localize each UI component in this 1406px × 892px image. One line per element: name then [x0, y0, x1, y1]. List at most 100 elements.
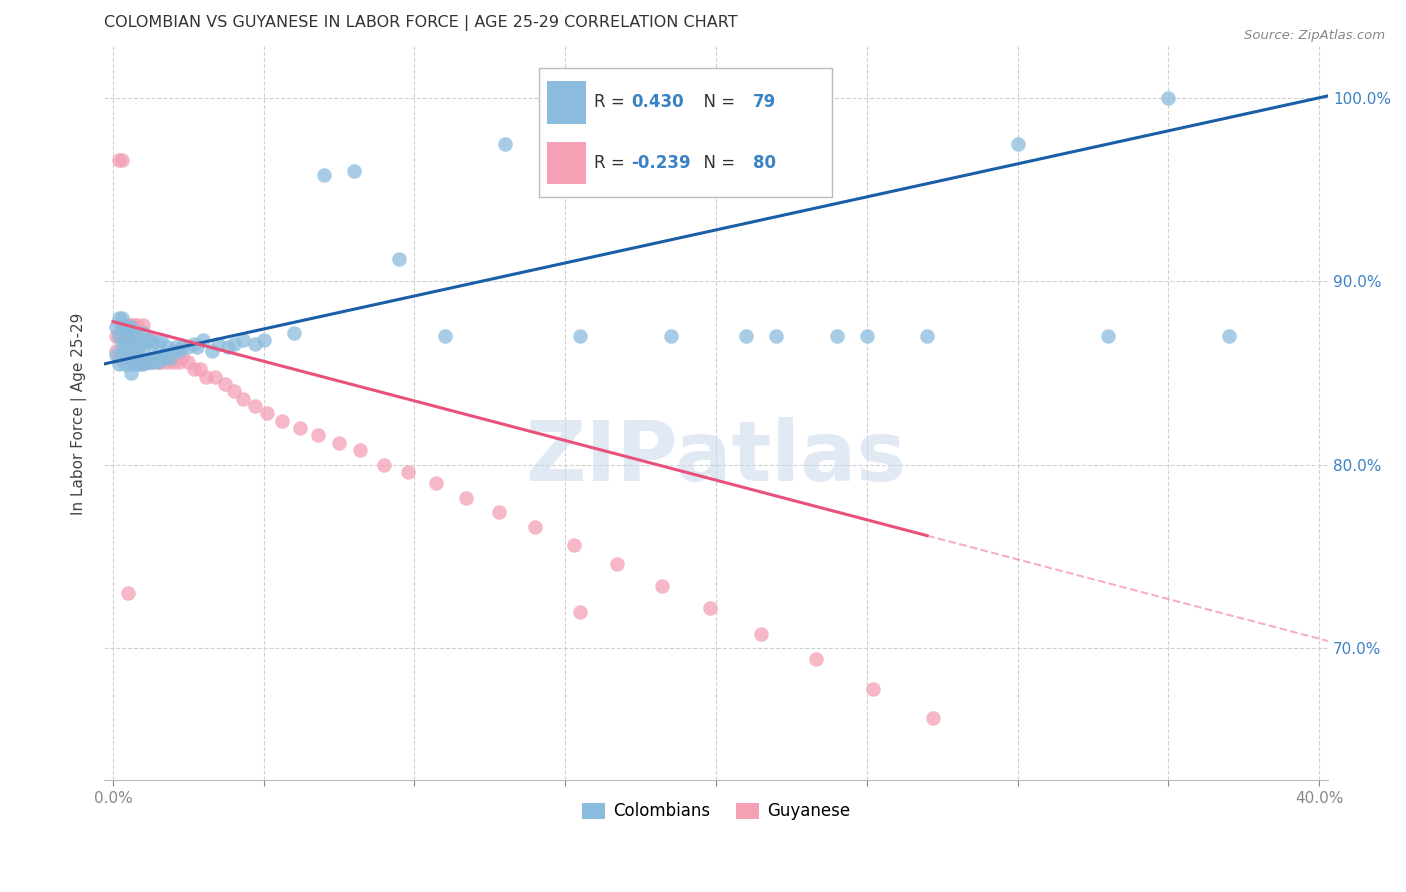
Guyanese: [108, 351, 131, 366]
Colombians: [630, 168, 652, 182]
Guyanese: [488, 505, 510, 519]
Guyanese: [129, 355, 152, 369]
Colombians: [253, 333, 276, 347]
Guyanese: [117, 351, 139, 366]
Guyanese: [190, 362, 212, 376]
Colombians: [165, 340, 187, 354]
Colombians: [111, 338, 134, 352]
Guyanese: [328, 435, 350, 450]
Colombians: [120, 366, 142, 380]
Guyanese: [108, 329, 131, 343]
Guyanese: [135, 333, 157, 347]
Guyanese: [922, 711, 945, 725]
Guyanese: [195, 369, 218, 384]
Colombians: [117, 348, 139, 362]
Guyanese: [132, 333, 155, 347]
Colombians: [312, 168, 335, 182]
Colombians: [129, 338, 152, 352]
Guyanese: [256, 406, 278, 420]
Guyanese: [183, 362, 205, 376]
Colombians: [148, 336, 170, 351]
Colombians: [120, 333, 142, 347]
Colombians: [104, 320, 127, 334]
Colombians: [343, 164, 366, 178]
Colombians: [141, 336, 163, 351]
Guyanese: [129, 333, 152, 347]
Guyanese: [138, 355, 160, 369]
Guyanese: [270, 414, 292, 428]
Guyanese: [132, 355, 155, 369]
Guyanese: [108, 153, 131, 168]
Y-axis label: In Labor Force | Age 25-29: In Labor Force | Age 25-29: [72, 312, 87, 515]
Colombians: [108, 329, 131, 343]
Colombians: [135, 333, 157, 347]
Colombians: [183, 336, 205, 351]
Colombians: [150, 333, 173, 347]
Colombians: [122, 342, 145, 356]
Colombians: [1218, 329, 1240, 343]
Colombians: [156, 340, 179, 354]
Colombians: [569, 329, 592, 343]
Colombians: [494, 136, 516, 151]
Guyanese: [177, 355, 200, 369]
Colombians: [915, 329, 938, 343]
Colombians: [122, 357, 145, 371]
Colombians: [138, 333, 160, 347]
Guyanese: [243, 399, 266, 413]
Colombians: [111, 320, 134, 334]
Guyanese: [122, 351, 145, 366]
Colombians: [283, 326, 305, 340]
Colombians: [388, 252, 411, 267]
Colombians: [765, 329, 787, 343]
Guyanese: [120, 351, 142, 366]
Guyanese: [111, 329, 134, 343]
Colombians: [132, 343, 155, 358]
Guyanese: [104, 329, 127, 343]
Guyanese: [117, 318, 139, 333]
Guyanese: [143, 351, 166, 366]
Guyanese: [288, 421, 311, 435]
Colombians: [125, 357, 148, 371]
Guyanese: [141, 333, 163, 347]
Colombians: [186, 340, 208, 354]
Colombians: [825, 329, 848, 343]
Colombians: [114, 320, 136, 334]
Guyanese: [111, 153, 134, 168]
Legend: Colombians, Guyanese: Colombians, Guyanese: [575, 796, 858, 827]
Colombians: [129, 357, 152, 371]
Guyanese: [153, 348, 176, 362]
Guyanese: [111, 318, 134, 333]
Guyanese: [156, 355, 179, 369]
Colombians: [111, 348, 134, 362]
Text: ZIPatlas: ZIPatlas: [526, 417, 907, 498]
Guyanese: [114, 333, 136, 347]
Guyanese: [454, 491, 477, 505]
Colombians: [111, 310, 134, 325]
Guyanese: [169, 355, 191, 369]
Guyanese: [651, 579, 673, 593]
Colombians: [132, 326, 155, 340]
Colombians: [735, 329, 758, 343]
Guyanese: [120, 329, 142, 343]
Guyanese: [699, 600, 721, 615]
Guyanese: [804, 652, 827, 666]
Guyanese: [122, 329, 145, 343]
Guyanese: [138, 333, 160, 347]
Guyanese: [162, 355, 184, 369]
Colombians: [114, 329, 136, 343]
Colombians: [153, 351, 176, 366]
Colombians: [135, 355, 157, 369]
Guyanese: [398, 465, 420, 479]
Colombians: [143, 351, 166, 366]
Colombians: [114, 357, 136, 371]
Colombians: [1007, 136, 1029, 151]
Guyanese: [562, 539, 585, 553]
Colombians: [108, 357, 131, 371]
Colombians: [217, 340, 239, 354]
Colombians: [433, 329, 456, 343]
Colombians: [125, 329, 148, 343]
Colombians: [148, 355, 170, 369]
Colombians: [120, 320, 142, 334]
Colombians: [104, 348, 127, 362]
Guyanese: [172, 351, 194, 366]
